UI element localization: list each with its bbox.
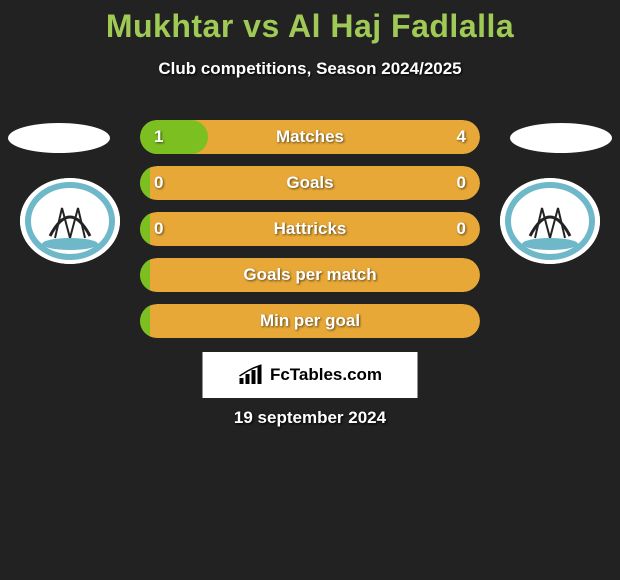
bar-label: Goals per match: [140, 258, 480, 292]
bar-value-left: 0: [154, 212, 163, 246]
bar-label: Matches: [140, 120, 480, 154]
bar-value-right: 4: [457, 120, 466, 154]
player2-flag: [510, 123, 612, 153]
bar-value-right: 0: [457, 212, 466, 246]
subtitle: Club competitions, Season 2024/2025: [0, 59, 620, 79]
bar-row: Goals per match: [140, 258, 480, 292]
bar-row: Hattricks0 0: [140, 212, 480, 246]
date-text: 19 september 2024: [0, 408, 620, 428]
bar-value-left: 1: [154, 120, 163, 154]
player1-club-badge: [20, 178, 120, 264]
bar-row: Goals0 0: [140, 166, 480, 200]
bar-value-left: 0: [154, 166, 163, 200]
watermark: FcTables.com: [203, 352, 418, 398]
chart-icon: [238, 364, 264, 386]
bar-label: Goals: [140, 166, 480, 200]
player2-club-badge: [500, 178, 600, 264]
player1-flag: [8, 123, 110, 153]
comparison-bars: Matches14Goals00Hattricks00Goals per mat…: [140, 120, 480, 350]
bar-row: Matches1 4: [140, 120, 480, 154]
page-title: Mukhtar vs Al Haj Fadlalla: [0, 0, 620, 45]
bar-row: Min per goal: [140, 304, 480, 338]
bar-label: Min per goal: [140, 304, 480, 338]
bar-value-right: 0: [457, 166, 466, 200]
bar-label: Hattricks: [140, 212, 480, 246]
watermark-text: FcTables.com: [270, 365, 382, 385]
